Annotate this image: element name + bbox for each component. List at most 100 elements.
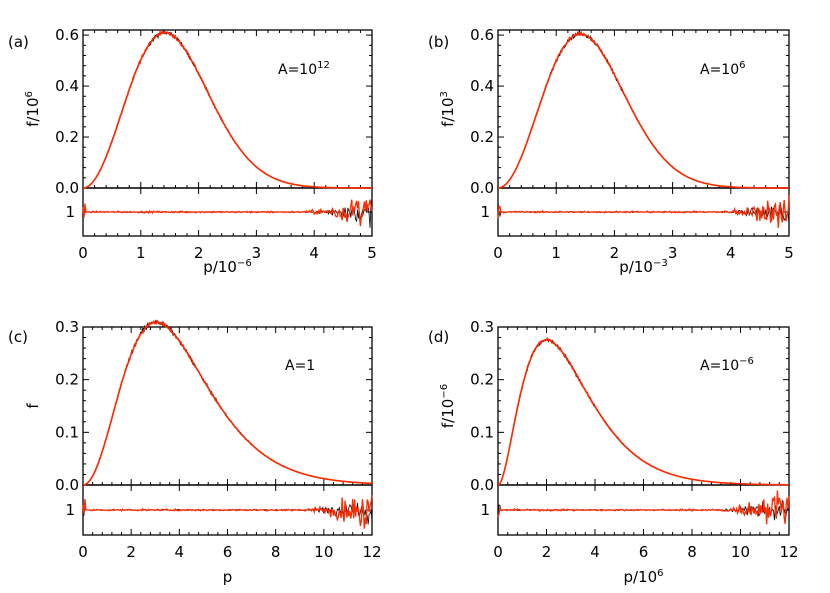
model-curve [82,319,373,486]
y-axis-label-base: f/10 [439,399,457,428]
model-curve [497,336,789,486]
x-tick-label: 10 [731,543,750,561]
x-axis-label-base: p/10 [623,568,657,586]
y-tick-label: 0.4 [470,77,494,95]
annotation: A=106 [700,60,746,78]
annotation-base: A=1 [285,358,315,374]
x-tick-label: 8 [687,543,697,561]
x-axis-label-exponent: −3 [653,258,668,269]
x-tick-label: 10 [314,543,333,561]
ratio-tick-label: 1 [480,501,490,519]
y-axis-label-base: f [24,403,42,409]
x-tick-label: 4 [726,244,736,262]
y-tick-label: 0.6 [55,26,79,44]
y-axis-label: f/10−6 [439,384,457,428]
panel-d: 0 2 4 6 8 10 120.00.10.20.31(d)A=10−6p/106f/10… [428,318,799,586]
x-tick-label: 5 [784,244,794,262]
x-tick-label: 6 [223,543,233,561]
x-tick-label: 6 [639,543,649,561]
x-tick-label: 12 [362,543,381,561]
y-axis-label: f/103 [439,91,457,127]
data-curve [497,30,789,189]
x-tick-label: 0 [78,543,88,561]
y-tick-label: 0.3 [470,318,494,336]
y-tick-label: 0.0 [470,476,494,494]
y-tick-label: 0.4 [55,77,79,95]
y-tick-label: 0.6 [470,26,494,44]
model-curve [497,30,789,189]
x-axis-label-base: p [223,568,233,586]
ratio-model-line [82,495,373,529]
panel-label: (a) [8,33,29,51]
x-tick-label: 4 [590,543,600,561]
y-tick-label: 0.0 [55,179,79,197]
panel-label: (d) [428,328,449,346]
x-axis-label: p [223,568,233,586]
x-tick-label: 3 [252,244,262,262]
annotation: A=1012 [278,60,330,78]
x-tick-label: 12 [779,543,798,561]
panel-c: 0 2 4 6 8 10 12 0.0 0.1 0.2 0.3 1 (c) A=1 p f [8,318,382,586]
y-tick-label: 0.3 [55,318,79,336]
x-tick-label: 1 [136,244,146,262]
x-tick-label: 2 [194,244,204,262]
y-tick-label: 0.2 [55,128,79,146]
x-tick-label: 2 [610,244,620,262]
ratio-tick-label: 1 [65,501,75,519]
x-tick-label: 1 [551,244,561,262]
x-tick-label: 3 [668,244,678,262]
ratio-tick-label: 1 [65,203,75,221]
y-tick-label: 0.2 [470,371,494,389]
y-tick-label: 0.0 [55,476,79,494]
ratio-model-line [497,490,790,525]
x-tick-label: 5 [367,244,377,262]
x-tick-label: 2 [542,543,552,561]
x-tick-label: 4 [309,244,319,262]
x-tick-label: 0 [493,244,503,262]
x-tick-label: 0 [78,244,88,262]
y-tick-label: 0.1 [55,423,79,441]
y-tick-label: 0.2 [470,128,494,146]
data-curve [82,319,373,486]
annotation-base: A=10 [700,62,739,78]
y-tick-label: 0.0 [470,179,494,197]
y-axis-label: f/106 [24,91,42,127]
ratio-model-line [82,199,373,227]
ratio-model-line [497,195,790,228]
x-tick-label: 2 [126,543,136,561]
x-tick-label: 4 [175,543,185,561]
y-axis-label-base: f/10 [439,97,457,126]
y-axis-label-exponent: 6 [24,91,35,97]
panel-label: (c) [8,328,28,346]
y-axis-label-exponent: 3 [439,91,450,97]
model-curve [82,29,372,189]
x-axis-label: p/106 [623,568,663,586]
ratio-data-line [82,200,373,228]
x-axis-label: p/10−3 [619,258,667,276]
y-axis-label-base: f/10 [24,97,42,126]
x-axis-label-base: p/10 [619,258,653,276]
panel-label: (b) [428,33,449,51]
annotation: A=1 [285,358,315,374]
y-tick-label: 0.2 [55,371,79,389]
main-plot-frame [82,29,373,189]
data-curve [82,30,372,189]
main-plot-frame [497,29,790,189]
annotation: A=10−6 [700,356,754,374]
annotation-exponent: −6 [739,356,754,367]
annotation-base: A=10 [278,62,317,78]
annotation-base: A=10 [700,358,739,374]
x-axis-label: p/10−6 [203,258,251,276]
x-axis-label-exponent: −6 [237,258,252,269]
x-axis-label-base: p/10 [203,258,237,276]
x-axis-label-exponent: 6 [657,568,663,579]
annotation-exponent: 12 [317,60,330,71]
y-axis-label-exponent: −6 [439,384,450,399]
y-tick-label: 0.1 [470,423,494,441]
ratio-tick-label: 1 [480,203,490,221]
main-plot-frame [82,326,373,486]
y-axis-label: f [24,403,42,409]
